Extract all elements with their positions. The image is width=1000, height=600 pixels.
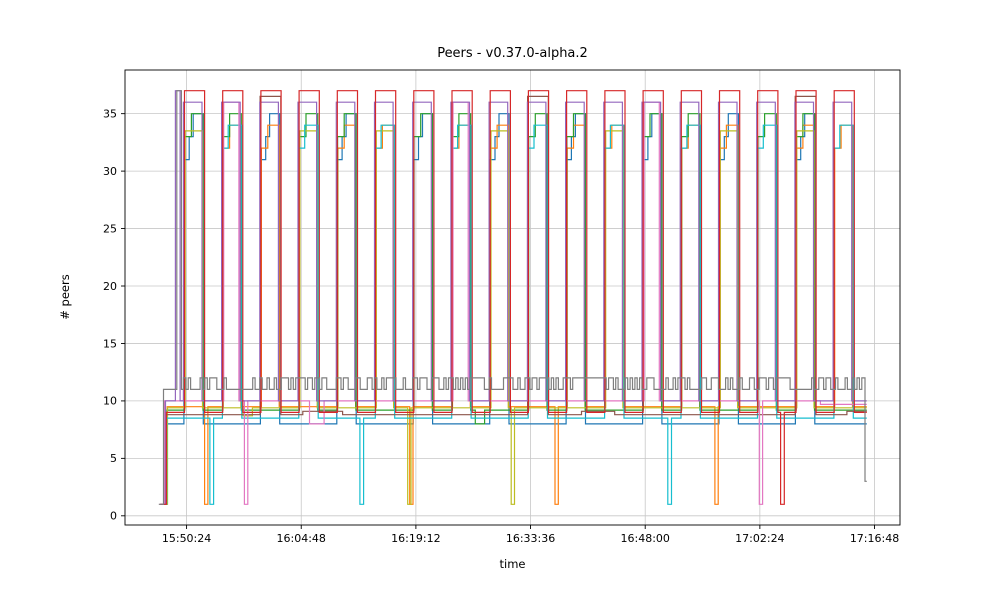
series-peer-blue xyxy=(160,113,867,505)
chart-title: Peers - v0.37.0-alpha.2 xyxy=(437,46,588,61)
series-peer-olive xyxy=(161,130,867,505)
x-tick-label: 16:19:12 xyxy=(391,532,440,545)
axis-tick-labels: 15:50:24 16:04:48 16:19:12 16:33:36 16:48:00… xyxy=(103,107,899,545)
x-tick-label: 15:50:24 xyxy=(162,532,211,545)
y-tick-label: 0 xyxy=(110,510,117,523)
x-tick-label: 17:02:24 xyxy=(735,532,784,545)
series-peer-pink xyxy=(159,101,867,505)
y-tick-label: 10 xyxy=(103,395,117,408)
y-tick-label: 30 xyxy=(103,165,117,178)
series-peer-purple xyxy=(160,90,867,505)
x-tick-label: 16:48:00 xyxy=(621,532,670,545)
x-tick-label: 16:33:36 xyxy=(506,532,555,545)
y-tick-label: 5 xyxy=(110,452,117,465)
axis-ticks xyxy=(121,113,875,529)
series-peer-brown xyxy=(159,95,867,505)
series-peer-red xyxy=(160,90,867,505)
x-tick-label: 17:16:48 xyxy=(850,532,899,545)
series-lines xyxy=(158,90,867,505)
y-tick-label: 35 xyxy=(103,107,117,120)
plot-border xyxy=(124,69,901,526)
x-tick-label: 16:04:48 xyxy=(277,532,326,545)
series-peer-gray xyxy=(158,90,867,505)
y-tick-label: 25 xyxy=(103,222,117,235)
x-axis-label: time xyxy=(499,557,526,571)
y-tick-label: 20 xyxy=(103,280,117,293)
y-tick-label: 15 xyxy=(103,337,117,350)
